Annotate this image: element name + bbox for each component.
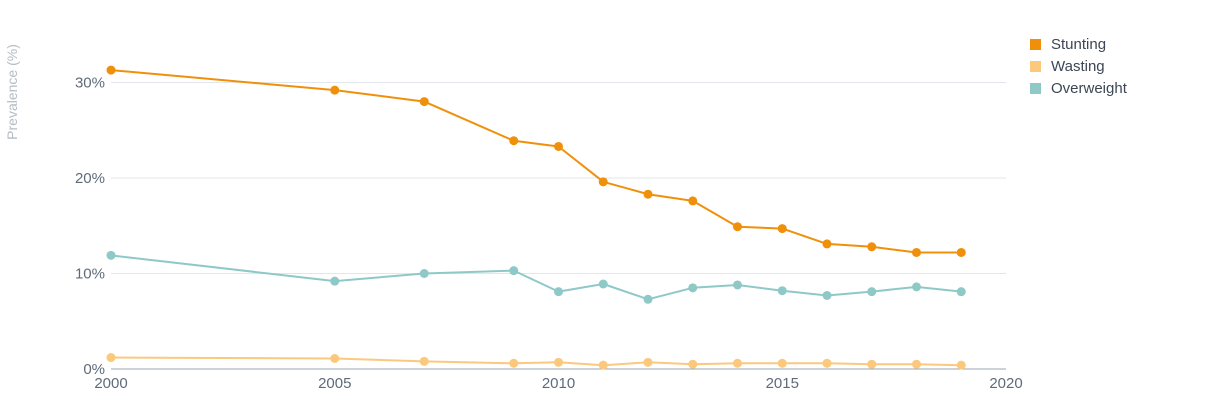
series-group xyxy=(106,65,966,370)
overweight-point xyxy=(733,280,742,290)
overweight-point xyxy=(554,287,563,297)
legend-label-overweight: Overweight xyxy=(1051,79,1127,97)
stunting-point xyxy=(912,247,921,257)
y-tick-label: 20% xyxy=(75,170,105,187)
wasting-point xyxy=(822,358,832,368)
legend-item-wasting: Wasting xyxy=(1030,55,1127,77)
stunting-point xyxy=(598,177,608,187)
stunting-point xyxy=(688,196,698,206)
y-tick-label: 10% xyxy=(75,266,105,283)
wasting-point xyxy=(867,359,877,369)
overweight-point xyxy=(688,283,698,293)
stunting-point xyxy=(419,97,429,107)
overweight-point xyxy=(822,290,832,300)
stunting-point xyxy=(509,136,519,146)
overweight-line xyxy=(110,254,962,301)
wasting-point xyxy=(912,359,921,369)
axes: 0% 10% 20% 30% 2000 2005 2010 2015 2020 xyxy=(75,75,1023,393)
wasting-point xyxy=(598,360,608,370)
wasting-point xyxy=(554,357,563,367)
stunting-point xyxy=(106,65,116,75)
stunting-point xyxy=(733,222,742,232)
overweight-point xyxy=(419,269,429,278)
overweight-point xyxy=(330,276,340,286)
stunting-point xyxy=(822,239,832,249)
overweight-point xyxy=(106,250,116,260)
wasting-point xyxy=(106,353,116,363)
y-tick-label: 30% xyxy=(75,75,105,92)
y-axis-title: Prevalence (%) xyxy=(4,44,20,140)
x-tick-label: 2015 xyxy=(766,375,799,392)
legend-label-wasting: Wasting xyxy=(1051,57,1105,75)
wasting-line xyxy=(110,356,962,367)
series-overweight xyxy=(106,250,966,304)
stunting-point xyxy=(643,189,653,199)
legend-swatch-wasting xyxy=(1030,60,1041,72)
overweight-point xyxy=(643,294,653,304)
legend-item-overweight: Overweight xyxy=(1030,77,1127,99)
stunting-point xyxy=(777,224,787,234)
wasting-point xyxy=(688,359,698,369)
wasting-point xyxy=(330,353,340,363)
overweight-point xyxy=(867,287,877,297)
wasting-point xyxy=(643,357,653,367)
stunting-point xyxy=(554,141,563,151)
overweight-point xyxy=(509,266,519,276)
x-tick-label: 2020 xyxy=(989,375,1022,392)
series-stunting xyxy=(106,65,966,257)
wasting-point xyxy=(956,360,966,370)
overweight-point xyxy=(777,286,787,296)
legend: Stunting Wasting Overweight xyxy=(1030,33,1127,99)
overweight-point xyxy=(598,279,608,289)
series-wasting xyxy=(106,353,966,370)
x-tick-label: 2000 xyxy=(94,375,127,392)
legend-swatch-overweight xyxy=(1030,82,1041,94)
wasting-point xyxy=(733,358,742,368)
legend-swatch-stunting xyxy=(1030,38,1041,50)
wasting-point xyxy=(777,358,787,368)
stunting-point xyxy=(330,85,340,95)
stunting-point xyxy=(956,247,966,257)
legend-item-stunting: Stunting xyxy=(1030,33,1127,55)
overweight-point xyxy=(912,282,921,292)
y-tick-label: 0% xyxy=(83,361,105,378)
legend-label-stunting: Stunting xyxy=(1051,35,1107,53)
overweight-point xyxy=(956,287,966,297)
x-tick-label: 2005 xyxy=(318,375,351,392)
wasting-point xyxy=(419,356,429,366)
wasting-point xyxy=(509,358,519,368)
x-tick-label: 2010 xyxy=(542,375,575,392)
stunting-line xyxy=(110,69,962,254)
stunting-point xyxy=(867,242,877,252)
